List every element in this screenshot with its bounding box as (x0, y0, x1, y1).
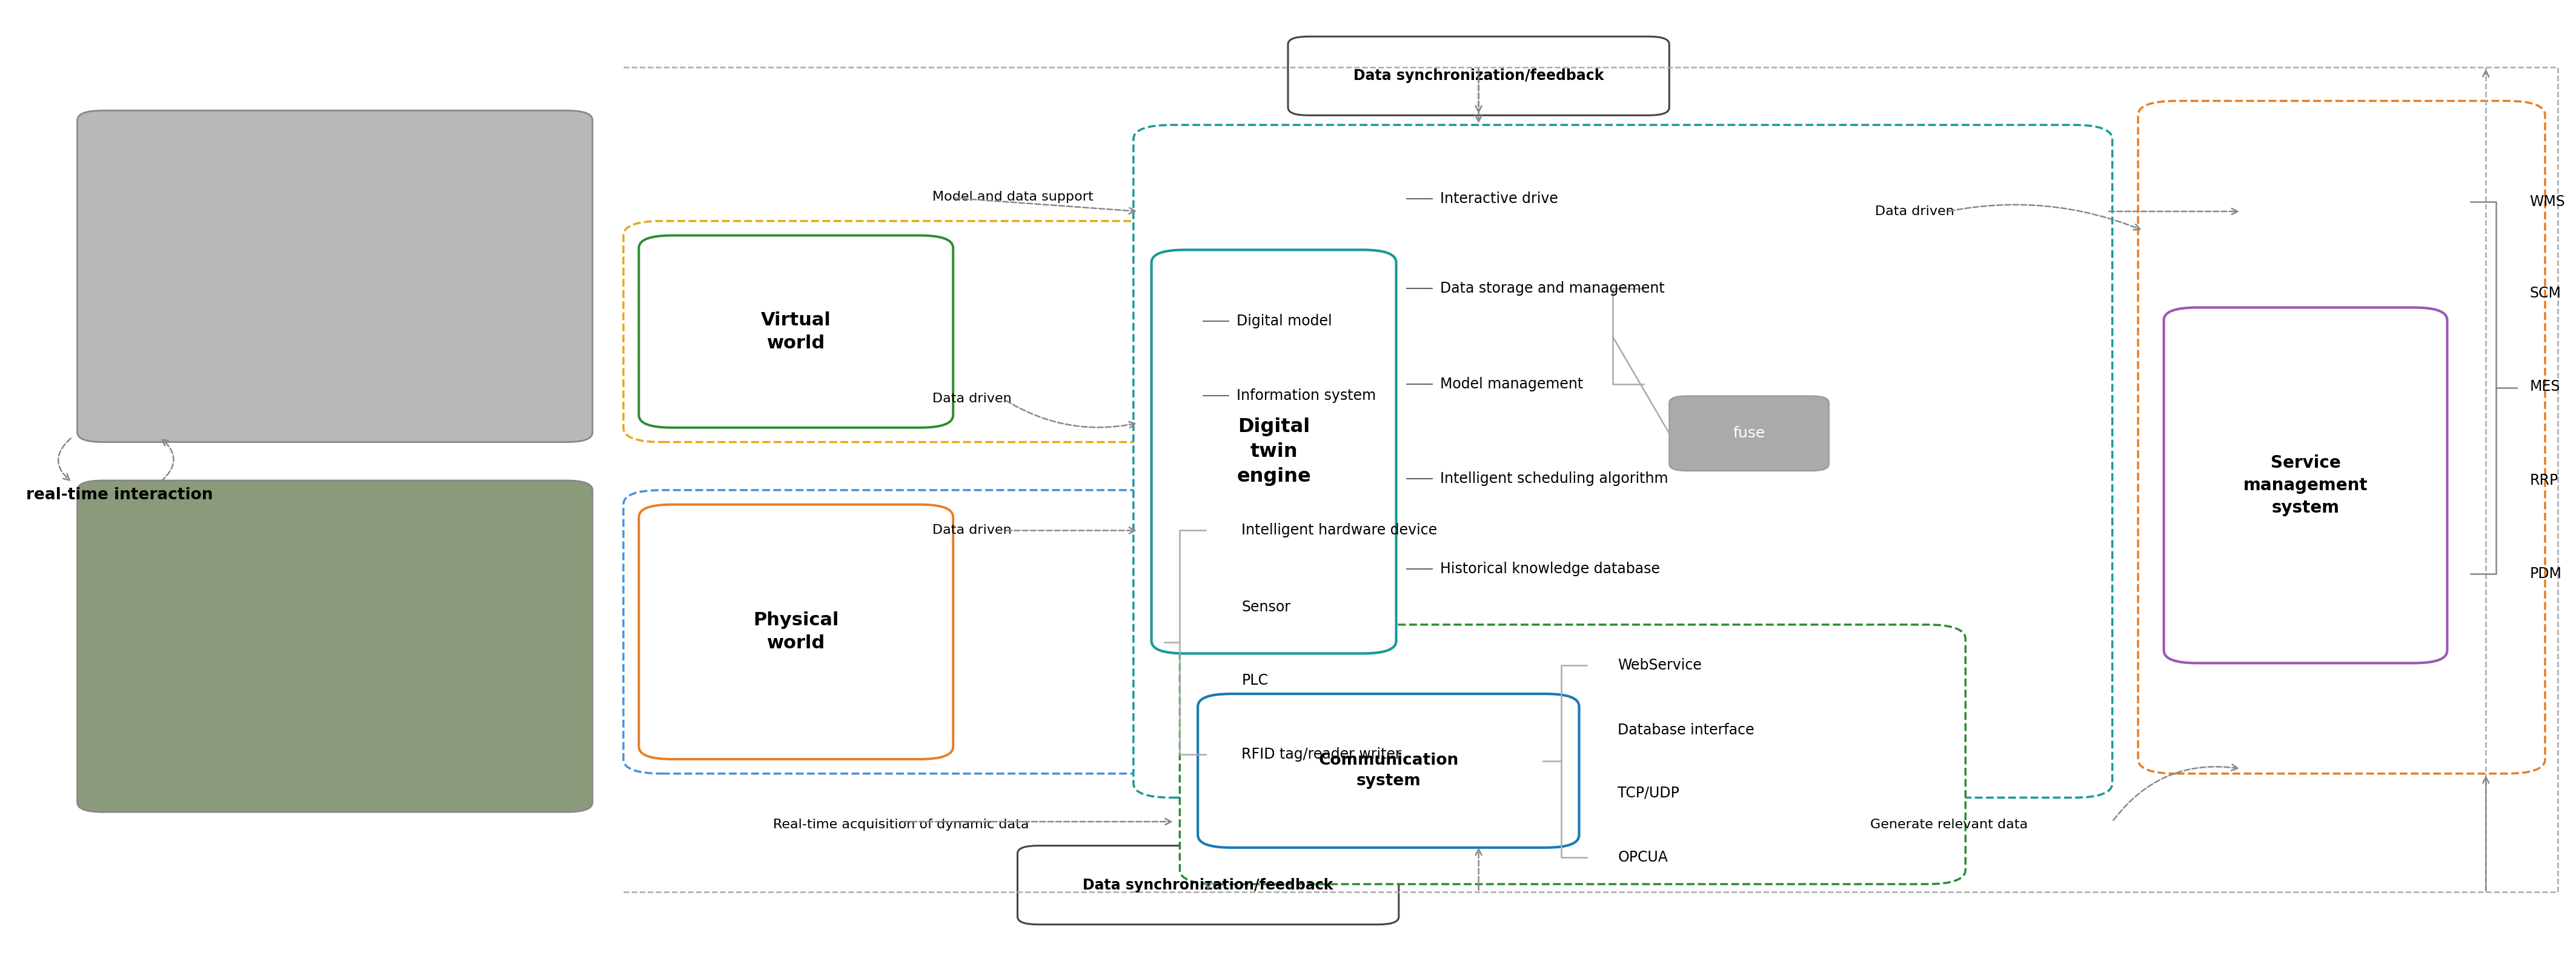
FancyBboxPatch shape (1018, 846, 1399, 924)
Text: Database interface: Database interface (1618, 723, 1754, 738)
FancyBboxPatch shape (639, 505, 953, 759)
FancyBboxPatch shape (1180, 625, 1965, 884)
Text: Intelligent scheduling algorithm: Intelligent scheduling algorithm (1440, 471, 1669, 486)
Text: Data driven: Data driven (933, 525, 1012, 536)
Text: PLC: PLC (1242, 673, 1267, 688)
FancyBboxPatch shape (623, 221, 1190, 442)
Text: Data driven: Data driven (933, 393, 1012, 405)
Text: Digital model: Digital model (1236, 313, 1332, 329)
Text: Generate relevant data: Generate relevant data (1870, 819, 2027, 830)
Text: RRP: RRP (2530, 473, 2558, 488)
FancyBboxPatch shape (1669, 396, 1829, 471)
Text: Intelligent hardware device: Intelligent hardware device (1242, 523, 1437, 538)
Text: WebService: WebService (1618, 657, 1703, 673)
Text: OPCUA: OPCUA (1618, 850, 1667, 865)
Text: SCM: SCM (2530, 285, 2561, 301)
Text: Virtual
world: Virtual world (760, 311, 832, 352)
FancyBboxPatch shape (1151, 250, 1396, 653)
Text: Historical knowledge database: Historical knowledge database (1440, 561, 1659, 577)
FancyBboxPatch shape (1198, 694, 1579, 848)
Text: Interactive drive: Interactive drive (1440, 191, 1558, 207)
FancyBboxPatch shape (77, 480, 592, 812)
Text: Model and data support: Model and data support (933, 191, 1092, 203)
Text: real-time interaction: real-time interaction (26, 487, 214, 503)
Text: fuse: fuse (1734, 426, 1765, 441)
Text: TCP/UDP: TCP/UDP (1618, 785, 1680, 801)
Text: RFID tag/reader writer: RFID tag/reader writer (1242, 747, 1401, 762)
Text: Service
management
system: Service management system (2244, 455, 2367, 516)
FancyBboxPatch shape (2138, 101, 2545, 774)
Text: PDM: PDM (2530, 566, 2561, 581)
Text: Digital
twin
engine: Digital twin engine (1236, 418, 1311, 485)
FancyBboxPatch shape (1133, 125, 2112, 798)
Text: Information system: Information system (1236, 388, 1376, 404)
Text: Physical
world: Physical world (752, 611, 840, 653)
FancyBboxPatch shape (77, 111, 592, 442)
Text: Sensor: Sensor (1242, 600, 1291, 615)
FancyBboxPatch shape (639, 235, 953, 428)
Text: Data synchronization/feedback: Data synchronization/feedback (1082, 877, 1334, 893)
FancyBboxPatch shape (2164, 308, 2447, 663)
Text: Data synchronization/feedback: Data synchronization/feedback (1352, 68, 1605, 84)
Text: WMS: WMS (2530, 194, 2566, 209)
FancyBboxPatch shape (1288, 37, 1669, 115)
FancyBboxPatch shape (623, 490, 1190, 774)
Text: Data driven: Data driven (1875, 206, 1955, 217)
Text: MES: MES (2530, 379, 2561, 394)
Text: Model management: Model management (1440, 377, 1584, 392)
Text: Real-time acquisition of dynamic data: Real-time acquisition of dynamic data (773, 819, 1028, 830)
Text: Data storage and management: Data storage and management (1440, 281, 1664, 296)
Text: Communication
system: Communication system (1319, 752, 1458, 789)
